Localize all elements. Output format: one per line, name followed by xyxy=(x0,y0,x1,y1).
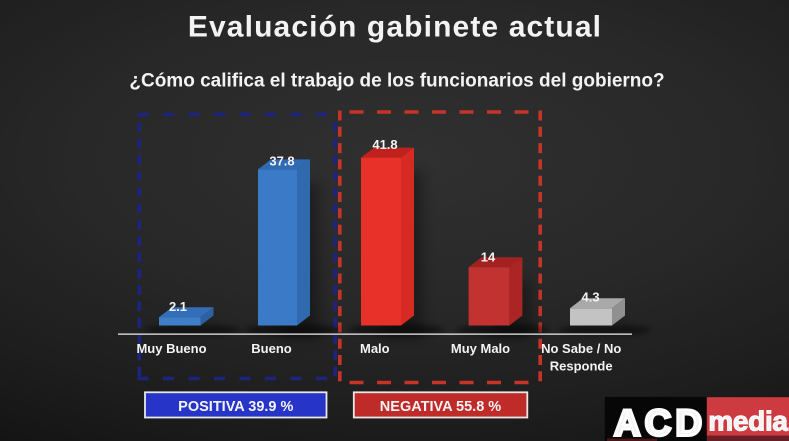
svg-text:2.1: 2.1 xyxy=(169,299,187,314)
svg-text:¿Cómo califica el trabajo de l: ¿Cómo califica el trabajo de los funcion… xyxy=(129,71,664,92)
svg-text:Muy Bueno: Muy Bueno xyxy=(136,341,206,356)
svg-text:Responde: Responde xyxy=(550,359,613,374)
svg-text:ACD: ACD xyxy=(614,403,706,441)
svg-text:Evaluación gabinete actual: Evaluación gabinete actual xyxy=(188,11,602,44)
svg-text:14: 14 xyxy=(481,250,496,265)
svg-text:37.8: 37.8 xyxy=(269,154,294,169)
svg-text:Bueno: Bueno xyxy=(251,341,292,356)
svg-text:media: media xyxy=(708,406,788,437)
svg-text:No Sabe / No: No Sabe / No xyxy=(541,341,621,356)
svg-text:NEGATIVA 55.8 %: NEGATIVA 55.8 % xyxy=(380,399,502,415)
svg-text:41.8: 41.8 xyxy=(372,137,397,152)
svg-text:4.3: 4.3 xyxy=(582,289,600,304)
svg-text:Muy Malo: Muy Malo xyxy=(451,341,510,356)
svg-text:POSITIVA 39.9 %: POSITIVA 39.9 % xyxy=(178,399,293,415)
svg-text:Malo: Malo xyxy=(360,341,390,356)
